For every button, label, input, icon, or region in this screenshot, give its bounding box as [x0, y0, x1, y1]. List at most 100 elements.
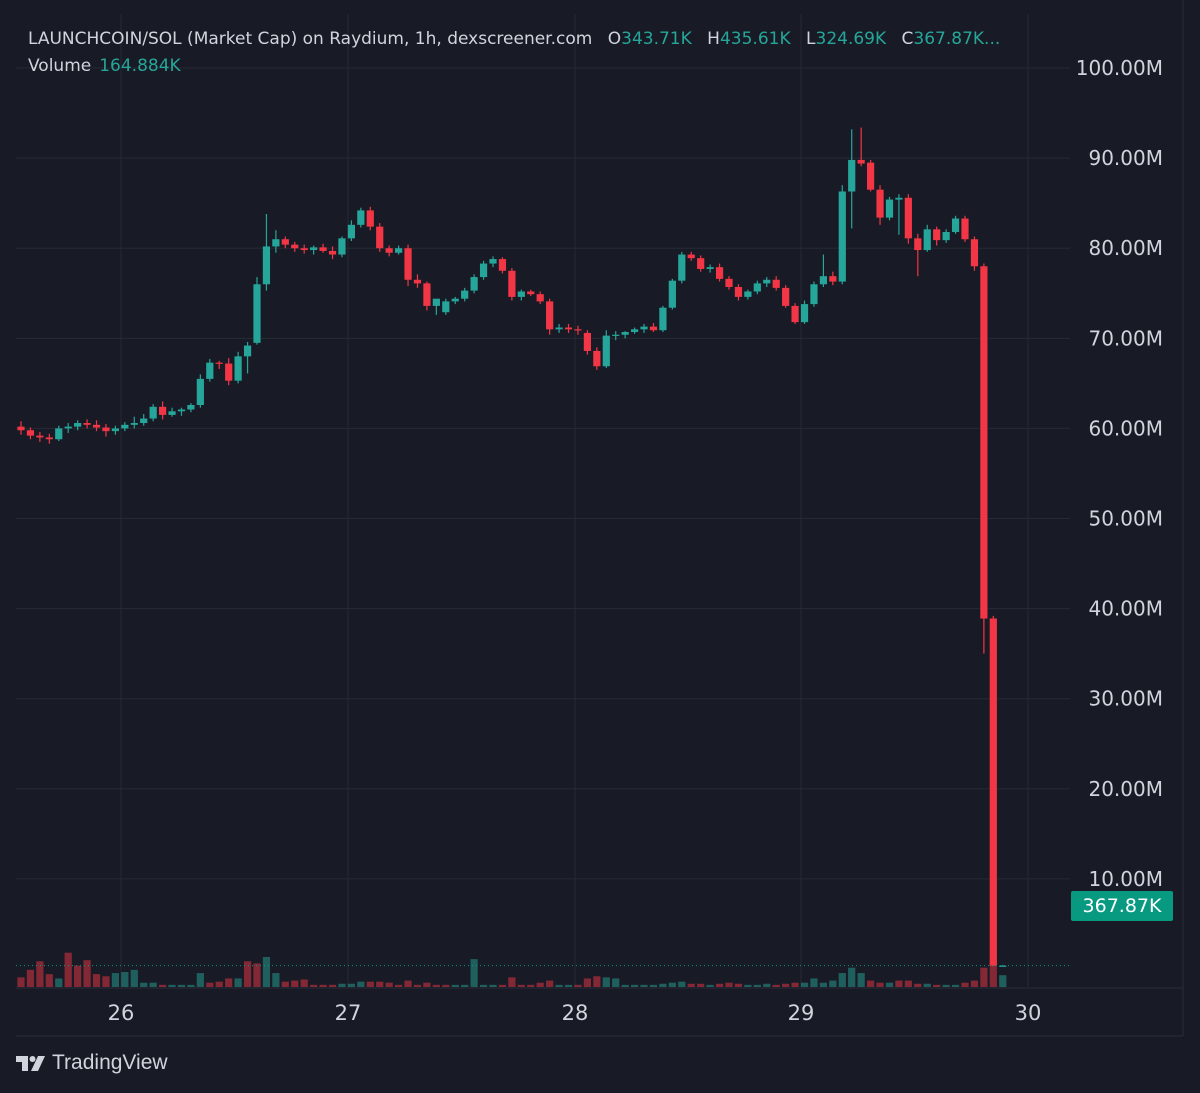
candle-body[interactable] — [555, 327, 563, 330]
candle-body[interactable] — [621, 332, 629, 335]
candle-body[interactable] — [631, 329, 639, 333]
candle-body[interactable] — [498, 259, 507, 271]
candle-body[interactable] — [772, 279, 780, 288]
candle-body[interactable] — [262, 246, 271, 285]
candle-body[interactable] — [744, 291, 752, 297]
candle-body[interactable] — [536, 294, 544, 302]
candle-body[interactable] — [668, 280, 676, 308]
candle-body[interactable] — [225, 363, 233, 381]
candle-body[interactable] — [319, 247, 327, 251]
candle-body[interactable] — [215, 362, 223, 364]
candle-body[interactable] — [281, 239, 289, 245]
candle-body[interactable] — [338, 238, 346, 255]
candle-body[interactable] — [121, 424, 129, 429]
candle-body[interactable] — [328, 250, 337, 255]
candle-body[interactable] — [404, 248, 412, 280]
candle-body[interactable] — [517, 291, 525, 297]
candle-body[interactable] — [253, 284, 261, 343]
candle-body[interactable] — [715, 267, 724, 279]
candle-body[interactable] — [612, 334, 620, 336]
candle-body[interactable] — [423, 283, 431, 306]
candle-body[interactable] — [829, 276, 837, 282]
candle-body[interactable] — [791, 305, 799, 323]
candle-body[interactable] — [357, 210, 365, 225]
candle-body[interactable] — [848, 159, 856, 192]
candle-body[interactable] — [810, 284, 818, 305]
candle-body[interactable] — [564, 327, 573, 330]
candle-body[interactable] — [649, 326, 658, 331]
candle-body[interactable] — [177, 409, 186, 412]
candle-body[interactable] — [489, 259, 497, 264]
candle-body[interactable] — [206, 362, 214, 379]
candle-body[interactable] — [432, 298, 440, 306]
tradingview-brand[interactable]: TradingView — [16, 1051, 168, 1075]
candle-body[interactable] — [800, 304, 809, 323]
candle-body[interactable] — [923, 229, 931, 251]
candle-body[interactable] — [243, 345, 252, 357]
candle-body[interactable] — [310, 247, 318, 251]
candle-body[interactable] — [942, 232, 950, 241]
candle-body[interactable] — [885, 199, 894, 218]
candle-body[interactable] — [385, 248, 393, 253]
candle-body[interactable] — [366, 210, 374, 227]
candle-body[interactable] — [130, 423, 138, 425]
candle-body[interactable] — [55, 428, 63, 440]
candle-body[interactable] — [111, 428, 119, 432]
candle-body[interactable] — [508, 270, 516, 297]
candle-body[interactable] — [149, 406, 157, 419]
candle-body[interactable] — [819, 276, 827, 285]
candle-body[interactable] — [895, 197, 903, 200]
candle-body[interactable] — [904, 197, 912, 239]
candle-body[interactable] — [36, 435, 44, 438]
candle-body[interactable] — [678, 254, 686, 281]
candle-body[interactable] — [413, 279, 422, 284]
candle-body[interactable] — [602, 335, 610, 367]
candle-body[interactable] — [725, 278, 733, 287]
candle-body[interactable] — [300, 248, 308, 251]
candle-body[interactable] — [687, 254, 695, 259]
candle-body[interactable] — [583, 332, 591, 351]
candle-body[interactable] — [45, 437, 53, 440]
candle-body[interactable] — [234, 356, 242, 381]
candle-body[interactable] — [347, 224, 355, 239]
candle-body[interactable] — [196, 378, 204, 406]
candle-body[interactable] — [92, 424, 101, 428]
candle-body[interactable] — [753, 283, 761, 292]
candle-body[interactable] — [83, 423, 91, 425]
candle-body[interactable] — [933, 229, 941, 241]
candle-body[interactable] — [272, 239, 280, 247]
candle-body[interactable] — [782, 287, 790, 306]
candle-body[interactable] — [26, 430, 35, 436]
candle-body[interactable] — [867, 162, 875, 190]
candle-body[interactable] — [74, 423, 82, 427]
candle-body[interactable] — [763, 279, 771, 284]
candle-body[interactable] — [102, 427, 110, 432]
candle-body[interactable] — [17, 426, 25, 431]
candle-body[interactable] — [187, 405, 195, 410]
candle-body[interactable] — [395, 248, 403, 253]
candle-body[interactable] — [970, 239, 979, 267]
candle-body[interactable] — [593, 350, 601, 367]
candle-body[interactable] — [451, 298, 459, 302]
candle-body[interactable] — [640, 326, 648, 330]
candle-body[interactable] — [961, 218, 969, 240]
candle-body[interactable] — [659, 307, 667, 331]
candle-body[interactable] — [376, 226, 384, 249]
candle-body[interactable] — [140, 418, 148, 424]
candle-body[interactable] — [168, 411, 176, 415]
candle-body[interactable] — [64, 426, 72, 429]
candle-body[interactable] — [159, 406, 167, 415]
candle-body[interactable] — [734, 286, 743, 297]
candle-body[interactable] — [470, 277, 478, 291]
candle-body[interactable] — [527, 291, 535, 295]
candle-body[interactable] — [876, 189, 884, 218]
candle-body[interactable] — [989, 618, 997, 966]
candle-body[interactable] — [291, 244, 299, 249]
candle-body[interactable] — [706, 267, 714, 269]
candle-body[interactable] — [914, 238, 922, 251]
candle-body[interactable] — [479, 263, 488, 278]
candle-body[interactable] — [951, 218, 960, 233]
candle-body[interactable] — [574, 329, 582, 331]
